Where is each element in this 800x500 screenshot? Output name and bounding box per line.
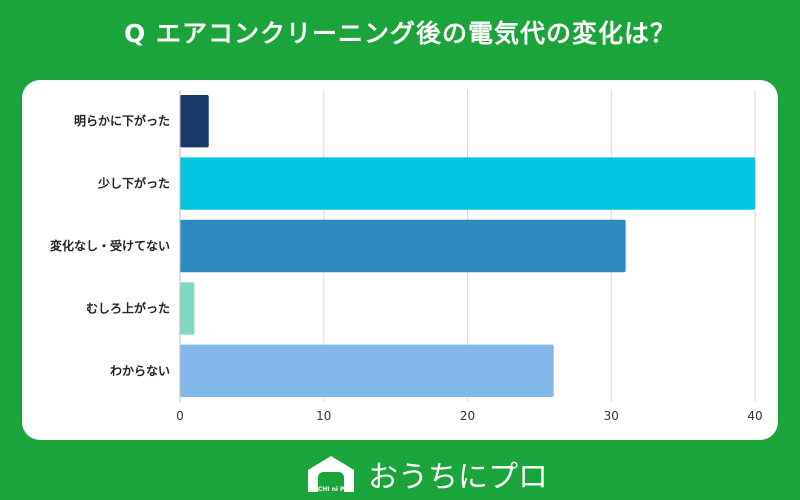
category-label: むしろ上がった [86,300,170,315]
category-label: 変化なし・受けてない [50,238,170,253]
bar [180,94,209,148]
chart-card: 0 10 20 30 40 明らかに下がった少し下がった変化なし・受けてないむしろ上がった… [22,80,778,440]
category-label: 明らかに下がった [74,113,170,128]
x-tick-label: 0 [176,409,184,423]
bar [180,219,626,273]
logo-subtext: OUCHI ni PRO [307,486,355,493]
bar-chart: 0 10 20 30 40 明らかに下がった少し下がった変化なし・受けてないむしろ上がった… [50,90,763,423]
bar [180,157,755,210]
x-tick-label: 40 [747,409,762,423]
logo-text: おうちにプロ [368,460,548,495]
bar [180,282,195,335]
house-icon [308,456,354,492]
x-tick-label: 30 [604,409,619,423]
chart-title: Q エアコンクリーニング後の電気代の変化は？ [124,19,676,48]
x-tick-label: 20 [460,409,475,423]
x-tick-label: 10 [316,409,331,423]
category-label: 少し下がった [97,176,170,191]
category-label: わからない [110,364,170,378]
bar [180,344,554,398]
